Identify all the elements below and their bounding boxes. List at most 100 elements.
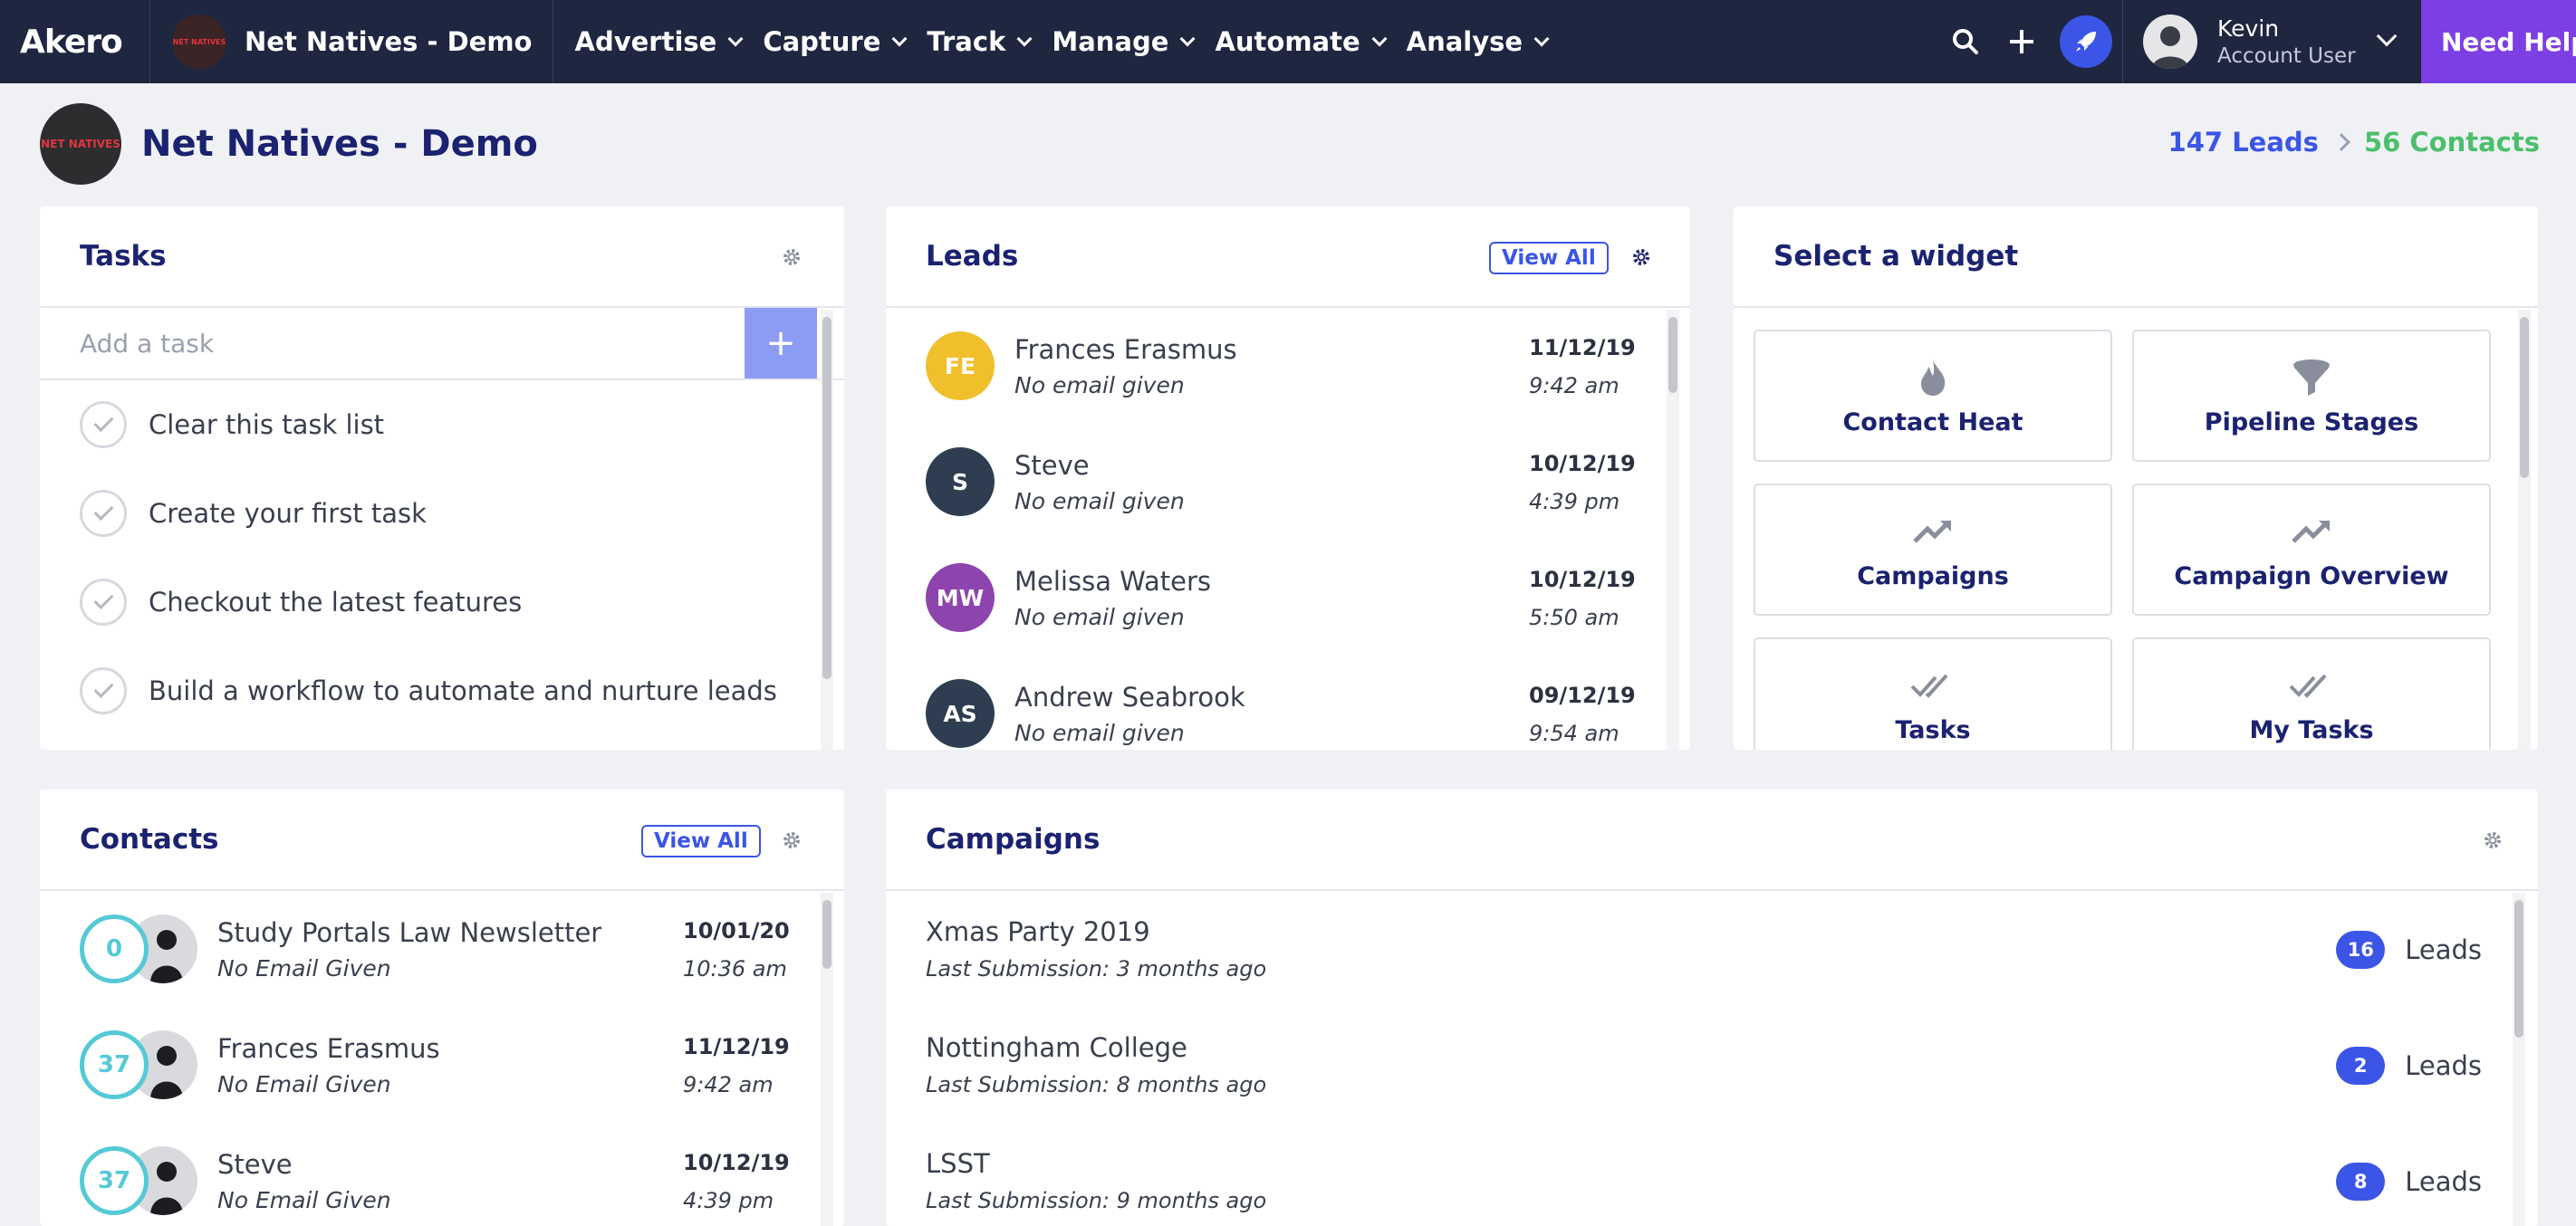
widget-campaign-overview[interactable]: Campaign Overview: [2132, 484, 2491, 616]
campaigns-scrollbar[interactable]: [2513, 893, 2525, 1226]
nav-manage[interactable]: Manage: [1051, 0, 1214, 83]
nav-analyse[interactable]: Analyse: [1406, 0, 1568, 83]
leads-count-link[interactable]: 147 Leads: [2167, 127, 2319, 158]
lead-contact-summary: 147 Leads 56 Contacts: [2168, 127, 2540, 158]
widget-picker-title: Select a widget: [1773, 240, 2019, 273]
lead-count-badge: 2: [2336, 1047, 2386, 1085]
trend-up-icon: [2292, 510, 2331, 553]
contacts-title: Contacts: [80, 823, 219, 856]
leads-scrollbar[interactable]: [1667, 310, 1679, 750]
lead-count-badge: 16: [2336, 931, 2386, 969]
task-item[interactable]: Create your first task: [40, 469, 844, 558]
add-task-input[interactable]: [40, 328, 746, 359]
chevron-down-icon: [1371, 31, 1388, 47]
account-logo: NET NATIVES: [172, 14, 226, 69]
lead-avatar: AS: [926, 679, 995, 748]
user-name: Kevin: [2217, 15, 2280, 42]
lead-row[interactable]: FE Frances Erasmus No email given 11/12/…: [886, 308, 1690, 424]
nav-capture[interactable]: Capture: [762, 0, 926, 83]
lead-row[interactable]: MW Melissa Waters No email given 10/12/1…: [886, 540, 1690, 656]
nav-tools: [1947, 0, 2112, 83]
nav-track[interactable]: Track: [926, 0, 1051, 83]
rocket-icon[interactable]: [2060, 15, 2112, 68]
chevron-down-icon: [891, 31, 908, 47]
chevron-down-icon: [1533, 31, 1550, 47]
contact-row[interactable]: 0 Study Portals Law Newsletter No Email …: [40, 891, 844, 1007]
page-title: Net Natives - Demo: [141, 123, 538, 165]
double-check-icon: [1910, 664, 1956, 707]
user-menu[interactable]: Kevin Account User: [2122, 0, 2421, 83]
tasks-title: Tasks: [80, 240, 167, 273]
campaign-row[interactable]: Nottingham College Last Submission: 8 mo…: [926, 1032, 2482, 1097]
account-switcher[interactable]: NET NATIVES Net Natives - Demo: [150, 0, 553, 83]
trend-up-icon: [1913, 510, 1953, 553]
task-item[interactable]: Build a workflow to automate and nurture…: [40, 647, 844, 735]
check-icon[interactable]: [80, 490, 127, 537]
double-check-icon: [2289, 664, 2334, 707]
leads-title: Leads: [926, 240, 1019, 273]
lead-avatar: S: [926, 447, 995, 516]
check-icon[interactable]: [80, 579, 127, 626]
user-role: Account User: [2217, 44, 2356, 68]
nav-advertise[interactable]: Advertise: [573, 0, 763, 83]
account-name: Net Natives - Demo: [245, 26, 533, 57]
nav-automate[interactable]: Automate: [1214, 0, 1405, 83]
gear-icon[interactable]: [781, 246, 803, 268]
lead-avatar: MW: [926, 563, 995, 632]
funnel-icon: [2292, 356, 2331, 399]
widget-picker-card: Select a widget Contact Heat Pipeline St…: [1734, 206, 2538, 750]
add-task-row: +: [40, 308, 844, 380]
contacts-count-link[interactable]: 56 Contacts: [2363, 127, 2540, 158]
main-menu: Advertise Capture Track Manage Automate …: [553, 0, 1569, 83]
plus-icon[interactable]: [2004, 24, 2040, 60]
contacts-view-all-button[interactable]: View All: [641, 825, 761, 857]
chevron-down-icon: [2376, 25, 2398, 47]
contact-avatar-icon: [129, 915, 197, 983]
widget-my-tasks[interactable]: My Tasks: [2132, 637, 2491, 750]
task-item[interactable]: Checkout the latest features: [40, 558, 844, 647]
campaigns-card: Campaigns Xmas Party 2019 Last Submissio…: [886, 790, 2538, 1226]
search-icon[interactable]: [1947, 24, 1984, 60]
widget-tasks[interactable]: Tasks: [1754, 637, 2112, 750]
contacts-scrollbar[interactable]: [821, 893, 833, 1226]
gear-icon[interactable]: [2482, 829, 2504, 851]
leads-card: Leads View All FE Frances Erasmus No ema…: [886, 206, 1690, 750]
widget-campaigns[interactable]: Campaigns: [1754, 484, 2112, 616]
chevron-down-icon: [727, 31, 744, 47]
lead-row[interactable]: S Steve No email given 10/12/19 4:39 pm: [886, 424, 1690, 540]
page-header: NET NATIVES Net Natives - Demo: [40, 103, 538, 185]
chevron-down-icon: [1179, 31, 1196, 47]
leads-view-all-button[interactable]: View All: [1489, 242, 1609, 274]
check-icon[interactable]: [80, 401, 127, 448]
chevron-down-icon: [1016, 31, 1033, 47]
user-avatar: [2143, 14, 2197, 69]
tasks-card: Tasks + Clear this task list Create your…: [40, 206, 844, 750]
lead-count-badge: 8: [2336, 1163, 2386, 1201]
check-icon[interactable]: [80, 667, 127, 714]
need-help-button[interactable]: Need Help: [2421, 0, 2576, 83]
widget-pipeline-stages[interactable]: Pipeline Stages: [2132, 330, 2491, 462]
widget-contact-heat[interactable]: Contact Heat: [1754, 330, 2112, 462]
brand-logo[interactable]: Akero: [0, 0, 150, 83]
contacts-card: Contacts View All 0 Study Portals Law Ne…: [40, 790, 844, 1226]
gear-icon[interactable]: [781, 829, 803, 851]
contact-score-badge: 37: [80, 1146, 149, 1215]
lead-row[interactable]: AS Andrew Seabrook No email given 09/12/…: [886, 656, 1690, 750]
chevron-right-icon: [2332, 133, 2350, 151]
campaign-row[interactable]: LSST Last Submission: 9 months ago 8 Lea…: [926, 1148, 2482, 1213]
lead-avatar: FE: [926, 331, 995, 400]
contact-row[interactable]: 37 Steve No Email Given 10/12/19 4:39 pm: [40, 1123, 844, 1226]
account-logo-large: NET NATIVES: [40, 103, 121, 185]
contact-score-badge: 0: [80, 915, 149, 983]
add-task-button[interactable]: +: [745, 308, 817, 378]
tasks-scrollbar[interactable]: [821, 310, 833, 750]
task-item[interactable]: Clear this task list: [40, 380, 844, 469]
campaign-row[interactable]: Xmas Party 2019 Last Submission: 3 month…: [926, 916, 2482, 982]
flame-icon: [1918, 356, 1948, 399]
gear-icon[interactable]: [1630, 246, 1652, 268]
top-nav: Akero NET NATIVES Net Natives - Demo Adv…: [0, 0, 2576, 83]
campaigns-title: Campaigns: [926, 823, 1101, 856]
widgets-scrollbar[interactable]: [2518, 310, 2531, 750]
contact-score-badge: 37: [80, 1030, 149, 1099]
contact-row[interactable]: 37 Frances Erasmus No Email Given 11/12/…: [40, 1007, 844, 1123]
